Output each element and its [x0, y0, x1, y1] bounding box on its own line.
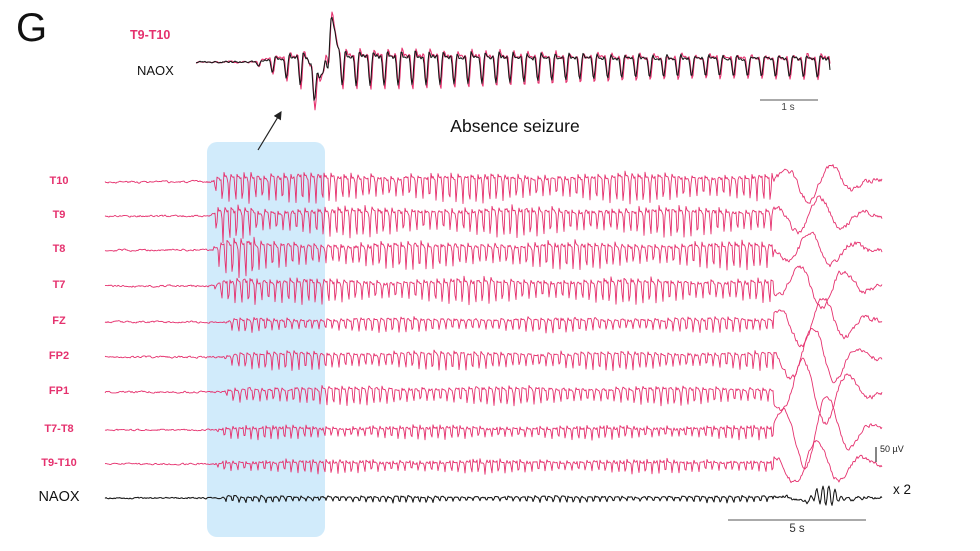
- inset-trace2-label: NAOX: [137, 63, 174, 78]
- naox-gain-label: x 2: [893, 482, 912, 497]
- inset-trace-t9-t10: [195, 11, 831, 111]
- channel-label-t9: T9: [52, 209, 66, 221]
- channel-label-t7: T7: [52, 279, 66, 291]
- inset-scalebar-label: 1 s: [781, 102, 795, 113]
- trace-t9-t10: [104, 440, 883, 484]
- inset-trace1-label: T9-T10: [130, 28, 171, 42]
- channel-label-t10: T10: [49, 175, 69, 187]
- channel-label-fz: FZ: [52, 315, 66, 327]
- channel-label-fp1: FP1: [48, 385, 70, 397]
- seizure-onset-highlight: [207, 142, 325, 537]
- amplitude-scalebar-label: 50 µV: [880, 444, 904, 454]
- channel-label-fp2: FP2: [48, 350, 70, 362]
- trace-t7-t8: [104, 396, 883, 470]
- channel-label-t9-t10: T9-T10: [41, 457, 77, 469]
- channel-label-t7-t8: T7-T8: [44, 423, 74, 435]
- channel-label-t8: T8: [52, 243, 66, 255]
- trace-t10: [104, 164, 883, 205]
- trace-fp1: [104, 357, 883, 425]
- trace-t8: [104, 231, 883, 279]
- trace-fp2: [104, 327, 883, 384]
- trace-fz: [104, 297, 883, 348]
- panel-letter: G: [16, 6, 49, 50]
- trace-naox: [104, 485, 883, 506]
- inset-trace-naox: [195, 16, 831, 101]
- figure-title: Absence seizure: [450, 116, 580, 136]
- trace-group: [104, 11, 883, 506]
- trace-t9: [104, 195, 883, 244]
- trace-t7: [104, 265, 883, 310]
- channel-label-naox: NAOX: [38, 489, 80, 505]
- onset-arrow-icon: [257, 110, 282, 151]
- main-scalebar-label: 5 s: [789, 523, 805, 535]
